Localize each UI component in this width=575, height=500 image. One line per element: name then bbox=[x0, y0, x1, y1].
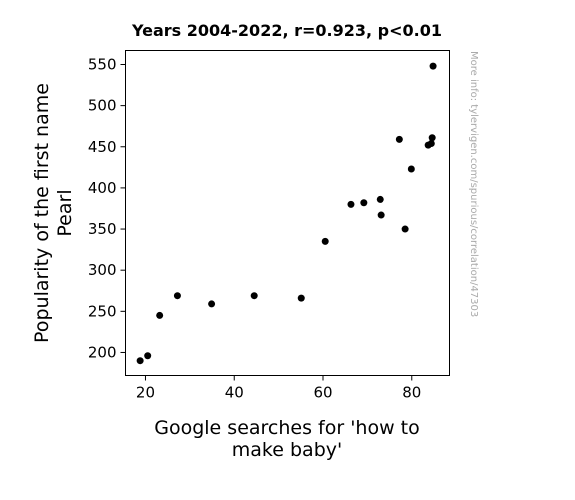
y-axis-label-line-2: Pearl bbox=[54, 189, 76, 236]
y-axis-label-line-1: Popularity of the first name bbox=[31, 83, 53, 343]
x-axis: 20 40 60 80 bbox=[136, 375, 421, 402]
x-axis-label-line-2: make baby' bbox=[232, 439, 342, 461]
data-point bbox=[376, 195, 384, 203]
data-point bbox=[144, 352, 152, 360]
y-tick-label: 250 bbox=[88, 302, 117, 320]
data-point bbox=[427, 139, 435, 147]
plot-area bbox=[125, 50, 450, 376]
y-tick-label: 200 bbox=[88, 343, 117, 361]
data-point bbox=[347, 200, 355, 208]
y-tick-label: 300 bbox=[88, 261, 117, 279]
x-tick-label: 40 bbox=[225, 384, 244, 402]
data-point bbox=[297, 294, 305, 302]
data-point bbox=[377, 211, 385, 219]
y-tick-label: 350 bbox=[88, 220, 117, 238]
data-point bbox=[173, 292, 181, 300]
y-tick-label: 500 bbox=[88, 97, 117, 115]
y-tick-label: 400 bbox=[88, 179, 117, 197]
y-tick-label: 450 bbox=[88, 138, 117, 156]
data-point bbox=[136, 357, 144, 365]
data-point bbox=[429, 62, 437, 70]
data-point bbox=[428, 134, 436, 142]
data-point bbox=[407, 165, 415, 173]
y-tick-label: 550 bbox=[88, 55, 117, 73]
data-point bbox=[208, 300, 216, 308]
chart-title: Years 2004-2022, r=0.923, p<0.01 bbox=[131, 21, 442, 40]
data-points bbox=[136, 62, 437, 365]
data-point bbox=[250, 292, 258, 300]
data-point bbox=[360, 199, 368, 207]
x-tick-label: 80 bbox=[402, 384, 421, 402]
y-axis: 200 250 300 350 400 450 500 550 bbox=[88, 55, 126, 361]
watermark-text: More info: tylervigen.com/spurious/corre… bbox=[468, 51, 479, 317]
data-point bbox=[156, 311, 164, 319]
data-point bbox=[321, 237, 329, 245]
x-tick-label: 60 bbox=[313, 384, 332, 402]
x-axis-label-line-1: Google searches for 'how to bbox=[154, 417, 420, 439]
data-point bbox=[395, 135, 403, 143]
x-tick-label: 20 bbox=[136, 384, 155, 402]
data-point bbox=[401, 225, 409, 233]
